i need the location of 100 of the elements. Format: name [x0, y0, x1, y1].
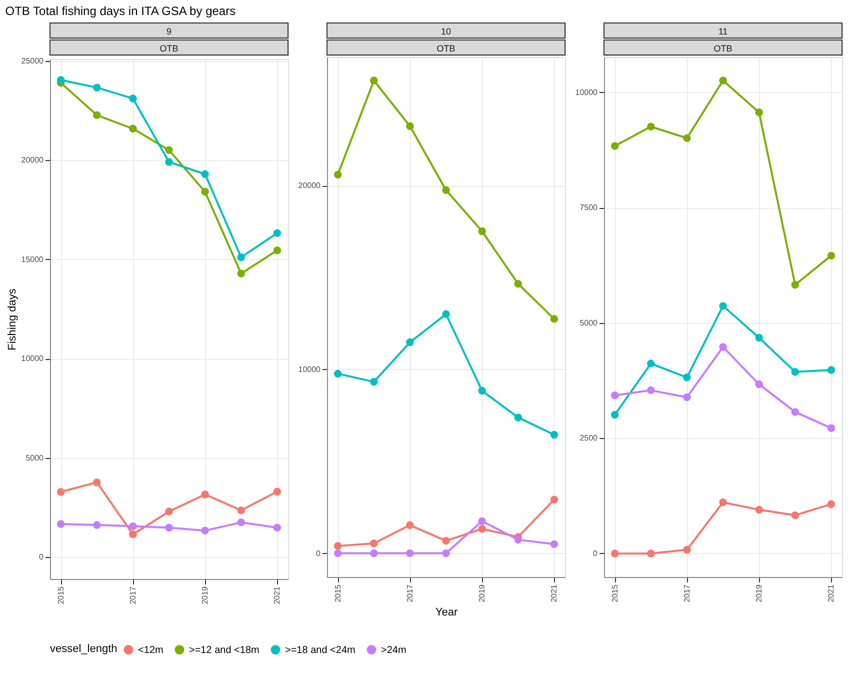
x-tick-label: 2015	[610, 584, 620, 602]
y-tick-label: 25000	[21, 56, 44, 66]
point	[93, 111, 101, 120]
point	[791, 368, 799, 376]
x-tick-label: 2021	[550, 584, 559, 602]
point	[442, 549, 450, 558]
point	[683, 134, 691, 142]
chart-title: 11	[718, 26, 728, 36]
point	[93, 478, 101, 486]
point	[647, 360, 655, 368]
point	[334, 549, 342, 558]
y-axis-title: Fishing days	[6, 288, 18, 350]
y-tick-label: 2500	[580, 434, 598, 443]
y-tick-label: 10000	[575, 88, 598, 97]
point	[610, 392, 619, 400]
point	[334, 170, 342, 179]
legend-label: <12m	[138, 644, 164, 656]
x-tick-label: 2017	[682, 584, 692, 602]
y-tick-label: 5000	[26, 453, 44, 462]
point	[165, 146, 173, 154]
point	[550, 540, 558, 548]
point	[719, 498, 727, 506]
text: OTB Total fishing days in ITA GSA by gears	[5, 4, 236, 18]
point	[827, 366, 836, 374]
point	[165, 508, 173, 516]
point	[237, 518, 245, 526]
point	[334, 370, 342, 378]
y-tick-label: 10000	[298, 364, 322, 374]
point	[56, 520, 65, 528]
x-tick-label: 2019	[200, 586, 210, 604]
point	[550, 496, 558, 504]
point	[406, 549, 414, 558]
y-tick-label: 0	[593, 548, 598, 558]
point	[201, 170, 209, 178]
point	[273, 488, 282, 496]
y-tick-label: 0	[316, 548, 322, 558]
y-tick-label: 0	[39, 552, 44, 562]
point	[719, 76, 727, 84]
point	[791, 511, 799, 520]
legend-title: vessel_length	[50, 643, 118, 655]
chart-subtitle: OTB	[436, 44, 456, 54]
point	[683, 546, 691, 554]
point	[273, 246, 282, 254]
x-tick-label: 2017	[128, 586, 138, 604]
point	[791, 280, 799, 289]
point	[129, 530, 137, 538]
chart-subtitle: OTB	[160, 44, 178, 54]
point	[791, 408, 799, 416]
point	[514, 414, 522, 422]
x-tick-label: 2015	[56, 586, 66, 604]
point	[370, 378, 378, 386]
point	[478, 386, 486, 395]
y-tick-label: 5000	[580, 318, 598, 328]
legend-label: >=12 and <18m	[189, 644, 260, 656]
point	[201, 490, 209, 498]
point	[129, 94, 137, 102]
x-tick-label: 2019	[754, 584, 764, 602]
point	[719, 343, 727, 351]
point	[129, 522, 137, 530]
point	[478, 524, 486, 533]
point	[165, 158, 173, 166]
point	[406, 521, 414, 530]
point	[683, 393, 691, 402]
point	[237, 506, 245, 514]
point	[610, 410, 619, 419]
point	[827, 252, 836, 260]
point	[129, 124, 137, 133]
point	[514, 280, 522, 288]
point	[827, 500, 836, 508]
x-tick-label: 2017	[405, 584, 414, 602]
point	[550, 315, 558, 323]
point	[514, 536, 522, 544]
point	[237, 270, 245, 278]
point	[201, 188, 209, 196]
point	[755, 334, 763, 342]
point	[406, 338, 414, 346]
point	[56, 488, 65, 496]
y-tick-label: 15000	[21, 254, 44, 264]
chart-title: 9	[166, 26, 172, 36]
x-axis-title: Year	[435, 606, 458, 618]
point	[610, 142, 619, 150]
x-tick-label: 2021	[272, 586, 282, 604]
point	[719, 302, 727, 310]
point	[406, 122, 414, 130]
point	[273, 524, 282, 532]
point	[755, 108, 763, 116]
y-tick-label: 7500	[580, 203, 598, 212]
point	[478, 227, 486, 236]
x-tick-label: 2015	[333, 584, 342, 602]
legend-label: >=18 and <24m	[285, 644, 356, 656]
point	[56, 76, 65, 84]
point	[442, 536, 450, 545]
point	[647, 386, 655, 394]
point	[93, 84, 101, 92]
chart-subtitle: OTB	[714, 44, 732, 54]
point	[93, 521, 101, 529]
point	[755, 380, 763, 388]
x-tick-label: 2021	[826, 584, 836, 602]
chart-title: 10	[440, 26, 452, 36]
point	[237, 253, 245, 262]
